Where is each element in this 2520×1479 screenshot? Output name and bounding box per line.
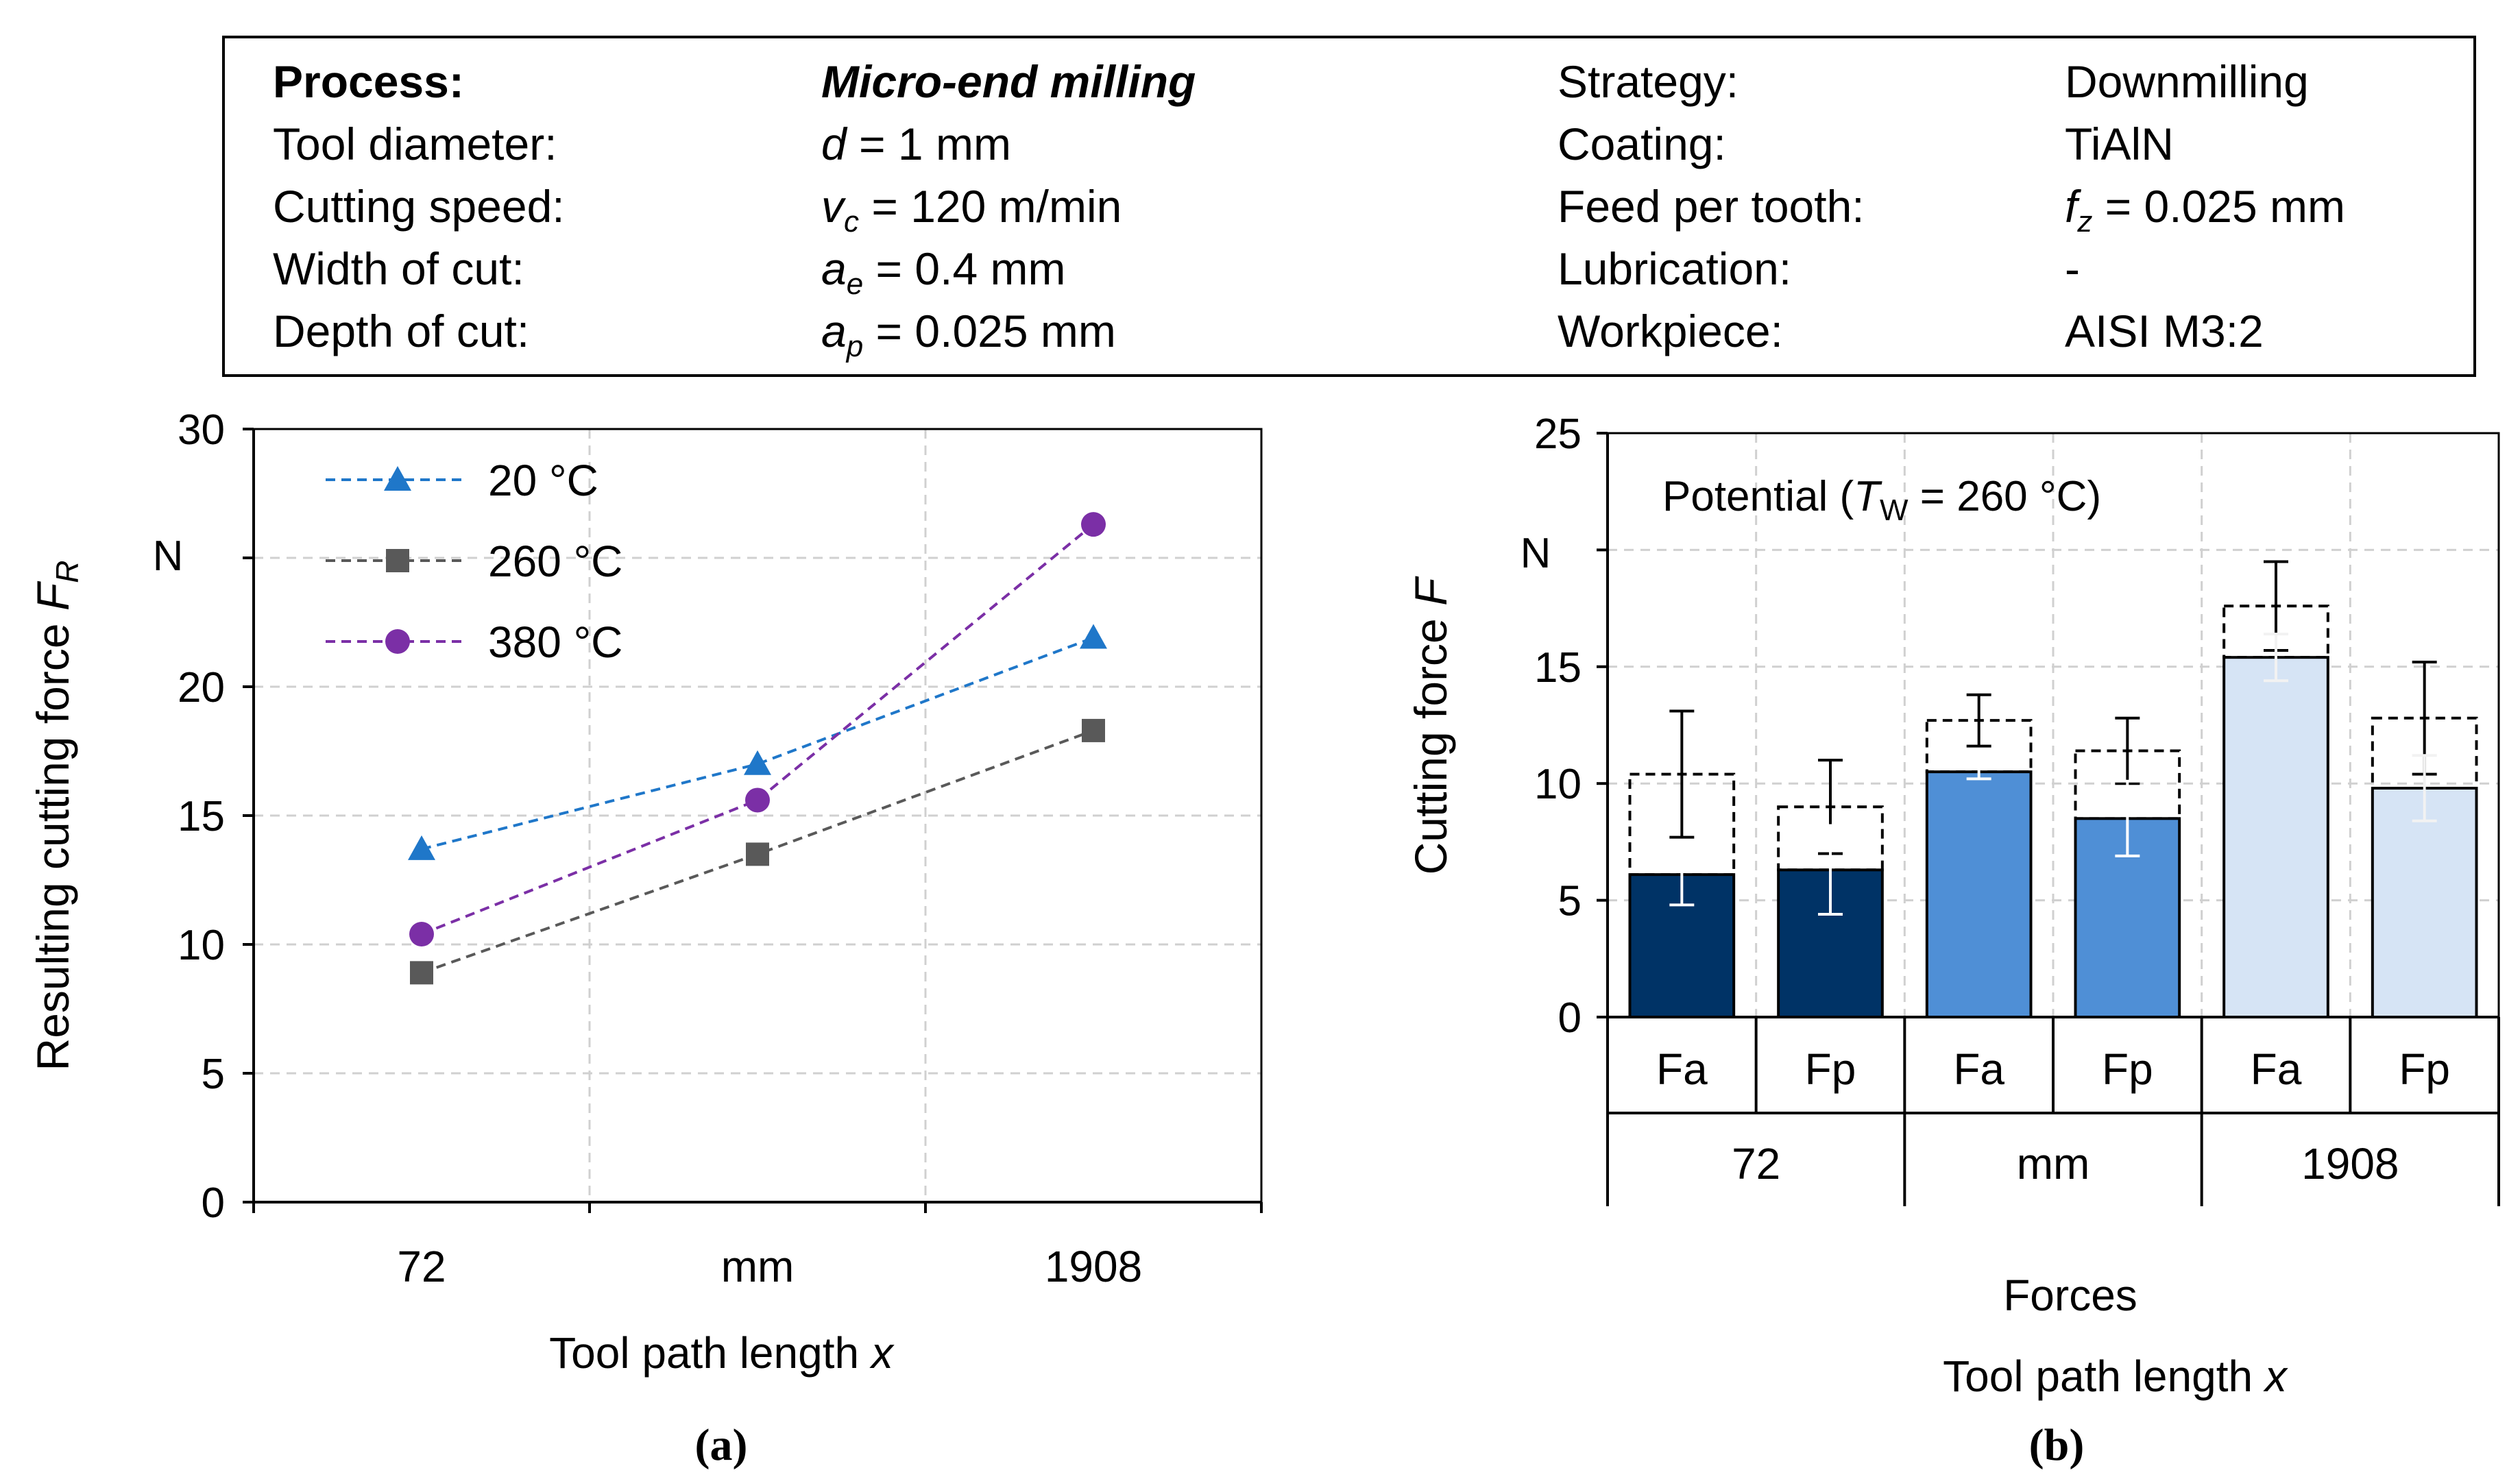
x-group-label: mm	[2017, 1139, 2090, 1188]
data-point	[409, 921, 434, 946]
table-border	[222, 36, 2476, 377]
chart-a-y-unit: N	[153, 533, 184, 580]
table-value: d = 1 mm	[821, 119, 1011, 169]
legend-marker	[384, 466, 411, 491]
panel-label-a: (a)	[695, 1420, 748, 1470]
bar	[2371, 787, 2478, 1018]
data-point	[746, 842, 769, 866]
y-tick-label: 10	[178, 922, 225, 969]
table-label: Tool diameter:	[273, 119, 557, 169]
bar	[1925, 770, 2033, 1019]
data-point	[744, 750, 771, 775]
x-category-label: Fp	[2399, 1044, 2450, 1094]
table-label: Lubrication:	[1558, 243, 1791, 294]
y-tick-label: 15	[178, 793, 225, 840]
series-line	[421, 523, 1095, 936]
x-tick-label: 72	[397, 1242, 446, 1291]
panel-label-b: (b)	[2029, 1420, 2085, 1470]
legend-label: 20 °C	[488, 456, 598, 505]
y-tick-label: 10	[1534, 761, 1582, 808]
table-label: Width of cut:	[273, 243, 524, 294]
chart-b-x-axis-label-forces: Forces	[2003, 1271, 2137, 1320]
chart-b-x-axis-label: Tool path length x	[1943, 1352, 2288, 1401]
table-value: Micro-end milling	[821, 56, 1196, 107]
chart-b-annotation: Potential (TW = 260 °C)	[1662, 473, 2101, 527]
x-group-label: 1908	[2301, 1139, 2399, 1188]
legend-label: 260 °C	[488, 537, 622, 586]
data-point	[1082, 718, 1105, 742]
data-point	[410, 961, 433, 985]
series-line	[421, 636, 1094, 851]
y-tick-label: 5	[202, 1051, 225, 1098]
chart-b: 0 5 10 15 25 Fa Fp Fa Fp Fa Fp 72 mm 1908 Potential …	[1405, 411, 2500, 1470]
table-value: TiAlN	[2065, 119, 2174, 169]
legend-marker	[386, 549, 409, 572]
legend-label: 380 °C	[488, 618, 622, 667]
table-label: Cutting speed:	[273, 181, 565, 232]
legend-marker	[385, 629, 410, 654]
x-category-label: Fa	[1656, 1044, 1708, 1094]
chart-b-y-axis-label: Cutting force F	[1405, 576, 1456, 875]
data-point	[745, 787, 770, 813]
chart-a: 0 5 10 15 20 30 72 mm 1908 20 °C 260 °C 380 °C N R…	[27, 406, 1263, 1470]
x-tick-label: mm	[721, 1242, 795, 1291]
y-tick-label: 30	[178, 406, 225, 454]
chart-b-y-unit: N	[1521, 530, 1551, 577]
data-point	[1080, 624, 1107, 649]
table-value: ae = 0.4 mm	[821, 243, 1065, 301]
y-tick-label: 20	[178, 664, 225, 711]
table-label: Strategy:	[1558, 56, 1738, 107]
y-tick-label: 15	[1534, 644, 1582, 692]
x-tick-label: 1908	[1045, 1242, 1142, 1291]
x-category-label: Fp	[2102, 1044, 2153, 1094]
table-value: vc = 120 m/min	[821, 181, 1122, 239]
y-tick-label: 0	[1558, 994, 1582, 1042]
chart-a-grid	[254, 429, 1261, 1202]
table-value: AISI M3:2	[2065, 306, 2264, 356]
data-point	[1081, 512, 1106, 537]
chart-a-y-axis-label: Resulting cutting force FR	[27, 561, 85, 1071]
table-label: Feed per tooth:	[1558, 181, 1865, 232]
table-value: fz = 0.025 mm	[2065, 181, 2345, 239]
process-parameters-table: Process: Micro-end milling Strategy: Downmi…	[222, 36, 2476, 377]
chart-b-grid	[1608, 433, 2499, 1017]
y-tick-label: 0	[202, 1179, 225, 1227]
table-label: Depth of cut:	[273, 306, 529, 356]
data-point	[408, 835, 435, 860]
x-category-label: Fa	[1953, 1044, 2004, 1094]
x-group-label: 72	[1732, 1139, 1780, 1188]
table-value: ap = 0.025 mm	[821, 306, 1116, 363]
table-label: Coating:	[1558, 119, 1726, 169]
table-value: Downmilling	[2065, 56, 2309, 107]
table-label: Process:	[273, 56, 464, 107]
y-tick-label: 5	[1558, 878, 1582, 925]
y-tick-label: 25	[1534, 411, 1582, 458]
table-label: Workpiece:	[1558, 306, 1783, 356]
x-category-label: Fp	[1805, 1044, 1856, 1094]
bar	[2222, 656, 2329, 1018]
chart-a-x-axis-label: Tool path length x	[549, 1328, 895, 1378]
table-value: -	[2065, 243, 2080, 294]
x-category-label: Fa	[2251, 1044, 2302, 1094]
